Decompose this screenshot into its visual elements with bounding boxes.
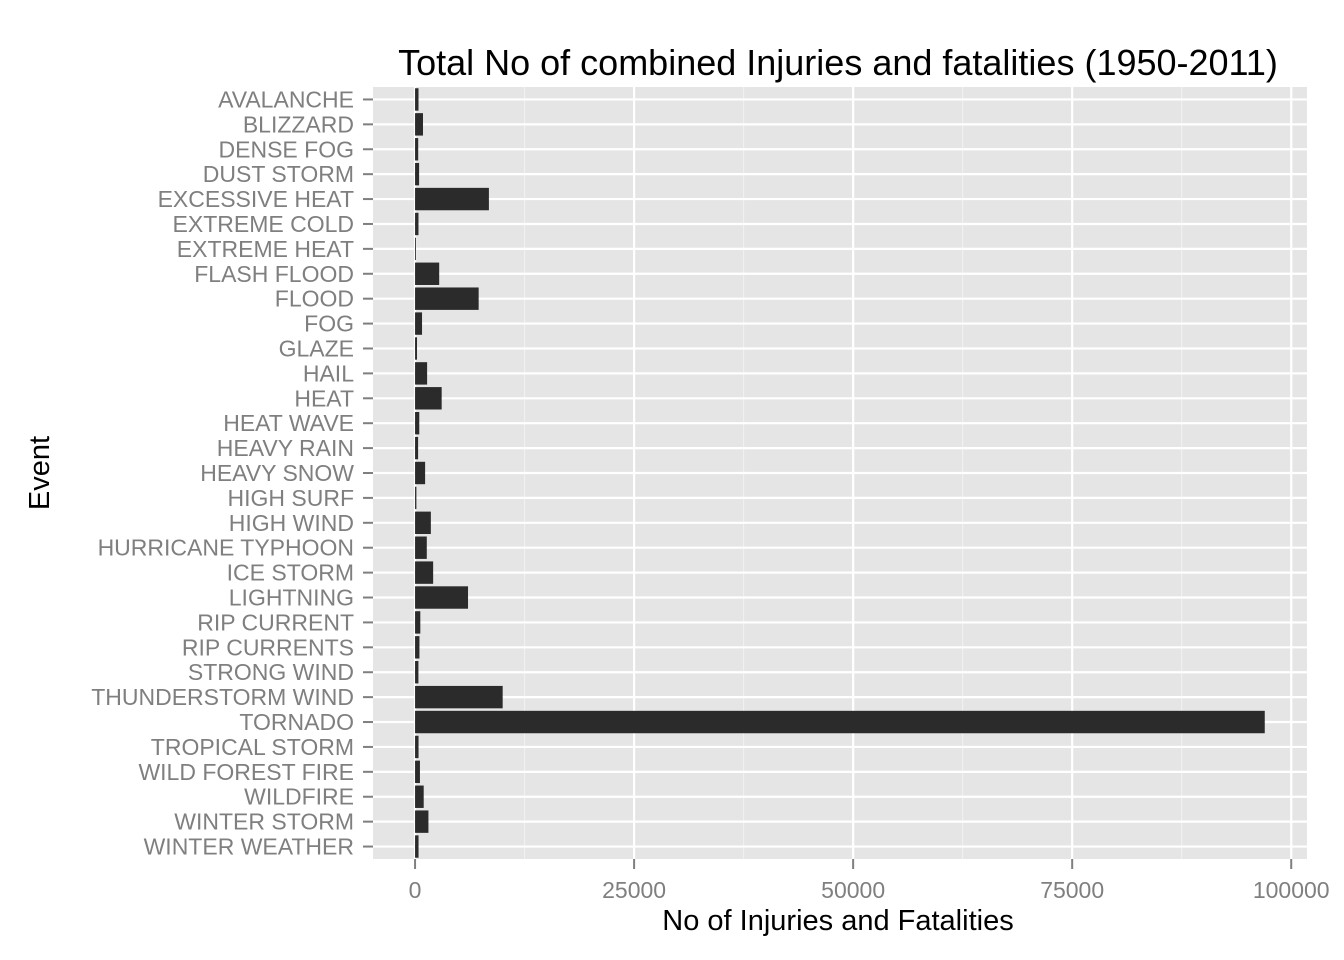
y-tick-label: EXCESSIVE HEAT xyxy=(158,186,354,212)
y-tick-label: RIP CURRENTS xyxy=(182,634,354,660)
y-tick-label: HEAVY RAIN xyxy=(217,435,354,461)
y-tick-label: BLIZZARD xyxy=(243,111,354,137)
bar xyxy=(415,287,479,310)
bar xyxy=(415,710,1265,734)
y-tick-label: TORNADO xyxy=(239,709,354,735)
y-tick-label: FLOOD xyxy=(275,286,354,312)
y-tick-label: HEAVY SNOW xyxy=(200,460,354,486)
y-tick-label: WILD FOREST FIRE xyxy=(138,759,354,785)
bar xyxy=(415,436,419,460)
y-tick-label: EXTREME HEAT xyxy=(177,236,354,262)
y-tick-label: TROPICAL STORM xyxy=(151,734,354,760)
bar xyxy=(415,312,423,335)
y-tick-label: HEAT xyxy=(294,385,354,411)
bar xyxy=(415,387,442,410)
y-tick-label: HEAT WAVE xyxy=(223,410,354,436)
bar xyxy=(415,536,427,559)
bar xyxy=(415,362,428,385)
y-tick-label: DUST STORM xyxy=(203,161,354,187)
bar xyxy=(415,486,417,510)
bar xyxy=(415,113,423,136)
x-tick-label: 100000 xyxy=(1253,877,1330,903)
bar xyxy=(415,760,420,784)
y-tick-label: HURRICANE TYPHOON xyxy=(98,535,354,561)
bar xyxy=(415,461,426,485)
y-tick-label: LIGHTNING xyxy=(229,585,354,611)
y-tick-label: WINTER STORM xyxy=(174,809,354,835)
y-tick-label: ICE STORM xyxy=(227,560,354,586)
bar xyxy=(415,636,420,659)
bar xyxy=(415,511,431,535)
y-tick-label: RIP CURRENT xyxy=(197,609,354,635)
y-tick-label: DENSE FOG xyxy=(219,136,354,162)
bar xyxy=(415,611,421,634)
y-tick-label: FOG xyxy=(304,311,354,337)
y-tick-label: GLAZE xyxy=(279,335,354,361)
bar xyxy=(415,685,503,709)
bar xyxy=(415,785,424,808)
bar xyxy=(415,212,419,236)
bar xyxy=(415,586,469,609)
y-tick-label: THUNDERSTORM WIND xyxy=(91,684,354,710)
x-tick-label: 50000 xyxy=(821,877,885,903)
x-axis-title: No of Injuries and Fatalities xyxy=(662,905,1013,937)
bar xyxy=(415,187,489,211)
y-tick-label: FLASH FLOOD xyxy=(194,261,354,287)
bar xyxy=(415,411,420,435)
bar xyxy=(415,262,440,285)
bar xyxy=(415,810,429,833)
bars-group xyxy=(415,88,1265,858)
x-tick-label: 0 xyxy=(409,877,422,903)
y-tick-label: WINTER WEATHER xyxy=(144,834,354,860)
bar xyxy=(415,835,419,858)
bar xyxy=(415,735,419,759)
x-tick-label: 25000 xyxy=(602,877,666,903)
bar xyxy=(415,337,418,360)
y-tick-label: WILDFIRE xyxy=(244,784,354,810)
bar xyxy=(415,237,416,261)
y-tick-label: STRONG WIND xyxy=(188,659,354,685)
y-tick-label: AVALANCHE xyxy=(218,86,354,112)
y-tick-label: EXTREME COLD xyxy=(173,211,354,237)
y-tick-label: HIGH SURF xyxy=(228,485,355,511)
bar xyxy=(415,162,420,186)
y-axis-title: Event xyxy=(24,436,56,510)
chart-title: Total No of combined Injuries and fatali… xyxy=(398,42,1278,83)
y-tick-label: HAIL xyxy=(303,360,354,386)
bar xyxy=(415,138,419,161)
bar xyxy=(415,561,434,584)
bar xyxy=(415,661,419,684)
x-tick-label: 75000 xyxy=(1040,877,1104,903)
bar xyxy=(415,88,419,111)
y-tick-label: HIGH WIND xyxy=(229,510,354,536)
x-axis: 0 25000 50000 75000 100000 xyxy=(409,859,1330,903)
